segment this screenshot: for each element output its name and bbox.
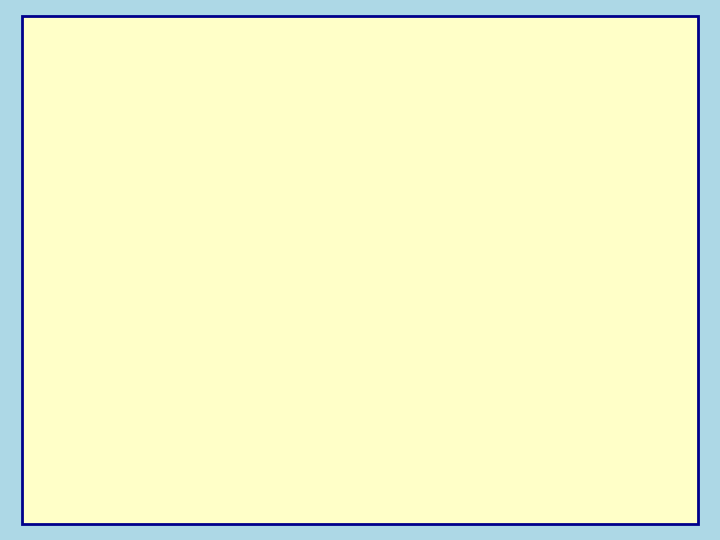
Text: This is related to the meridional velocity component by: This is related to the meridional veloci… — [68, 120, 563, 137]
Text: To: To — [68, 57, 94, 73]
Text: $\varnothing$: $\varnothing$ — [40, 259, 55, 276]
Text: $\varnothing$: $\varnothing$ — [40, 57, 55, 73]
Text: ).: ). — [504, 444, 517, 461]
Text: $\zeta = -\beta\xi + f_0\eta$: $\zeta = -\beta\xi + f_0\eta$ — [285, 353, 435, 376]
Text: respect to time, assuming that all perturbation quantities: respect to time, assuming that all pertu… — [68, 285, 588, 302]
Text: $\dfrac{\partial \xi}{\partial t} = \mathrm{v}$: $\dfrac{\partial \xi}{\partial t} = \mat… — [327, 177, 393, 222]
Text: Substituting for v in  $\partial_t \zeta + \beta \mathrm{v} = f_0 \partial_t \et: Substituting for v in $\partial_t \zeta … — [68, 259, 577, 280]
Text: $\varnothing$: $\varnothing$ — [40, 120, 55, 137]
Text: see exercise 11.2: see exercise 11.2 — [354, 444, 507, 461]
Text: conservation of potential vorticity (: conservation of potential vorticity ( — [68, 444, 386, 461]
Text: we introduce the meridional displacement  $\xi$  of a fluid parcel.: we introduce the meridional displacement… — [68, 83, 629, 104]
Text: v = D$\xi$ /Dt, or to a first approximation by: v = D$\xi$ /Dt, or to a first approximat… — [68, 146, 436, 167]
Text: This formula is equivalent (within a linear analysis) to the: This formula is equivalent (within a lin… — [68, 418, 590, 435]
Text: the effect of divergence on planetary waves,: the effect of divergence on planetary wa… — [198, 57, 593, 73]
Text: understand: understand — [92, 57, 195, 73]
Text: vanish at t $=$ 0, gives: vanish at t $=$ 0, gives — [68, 311, 263, 332]
